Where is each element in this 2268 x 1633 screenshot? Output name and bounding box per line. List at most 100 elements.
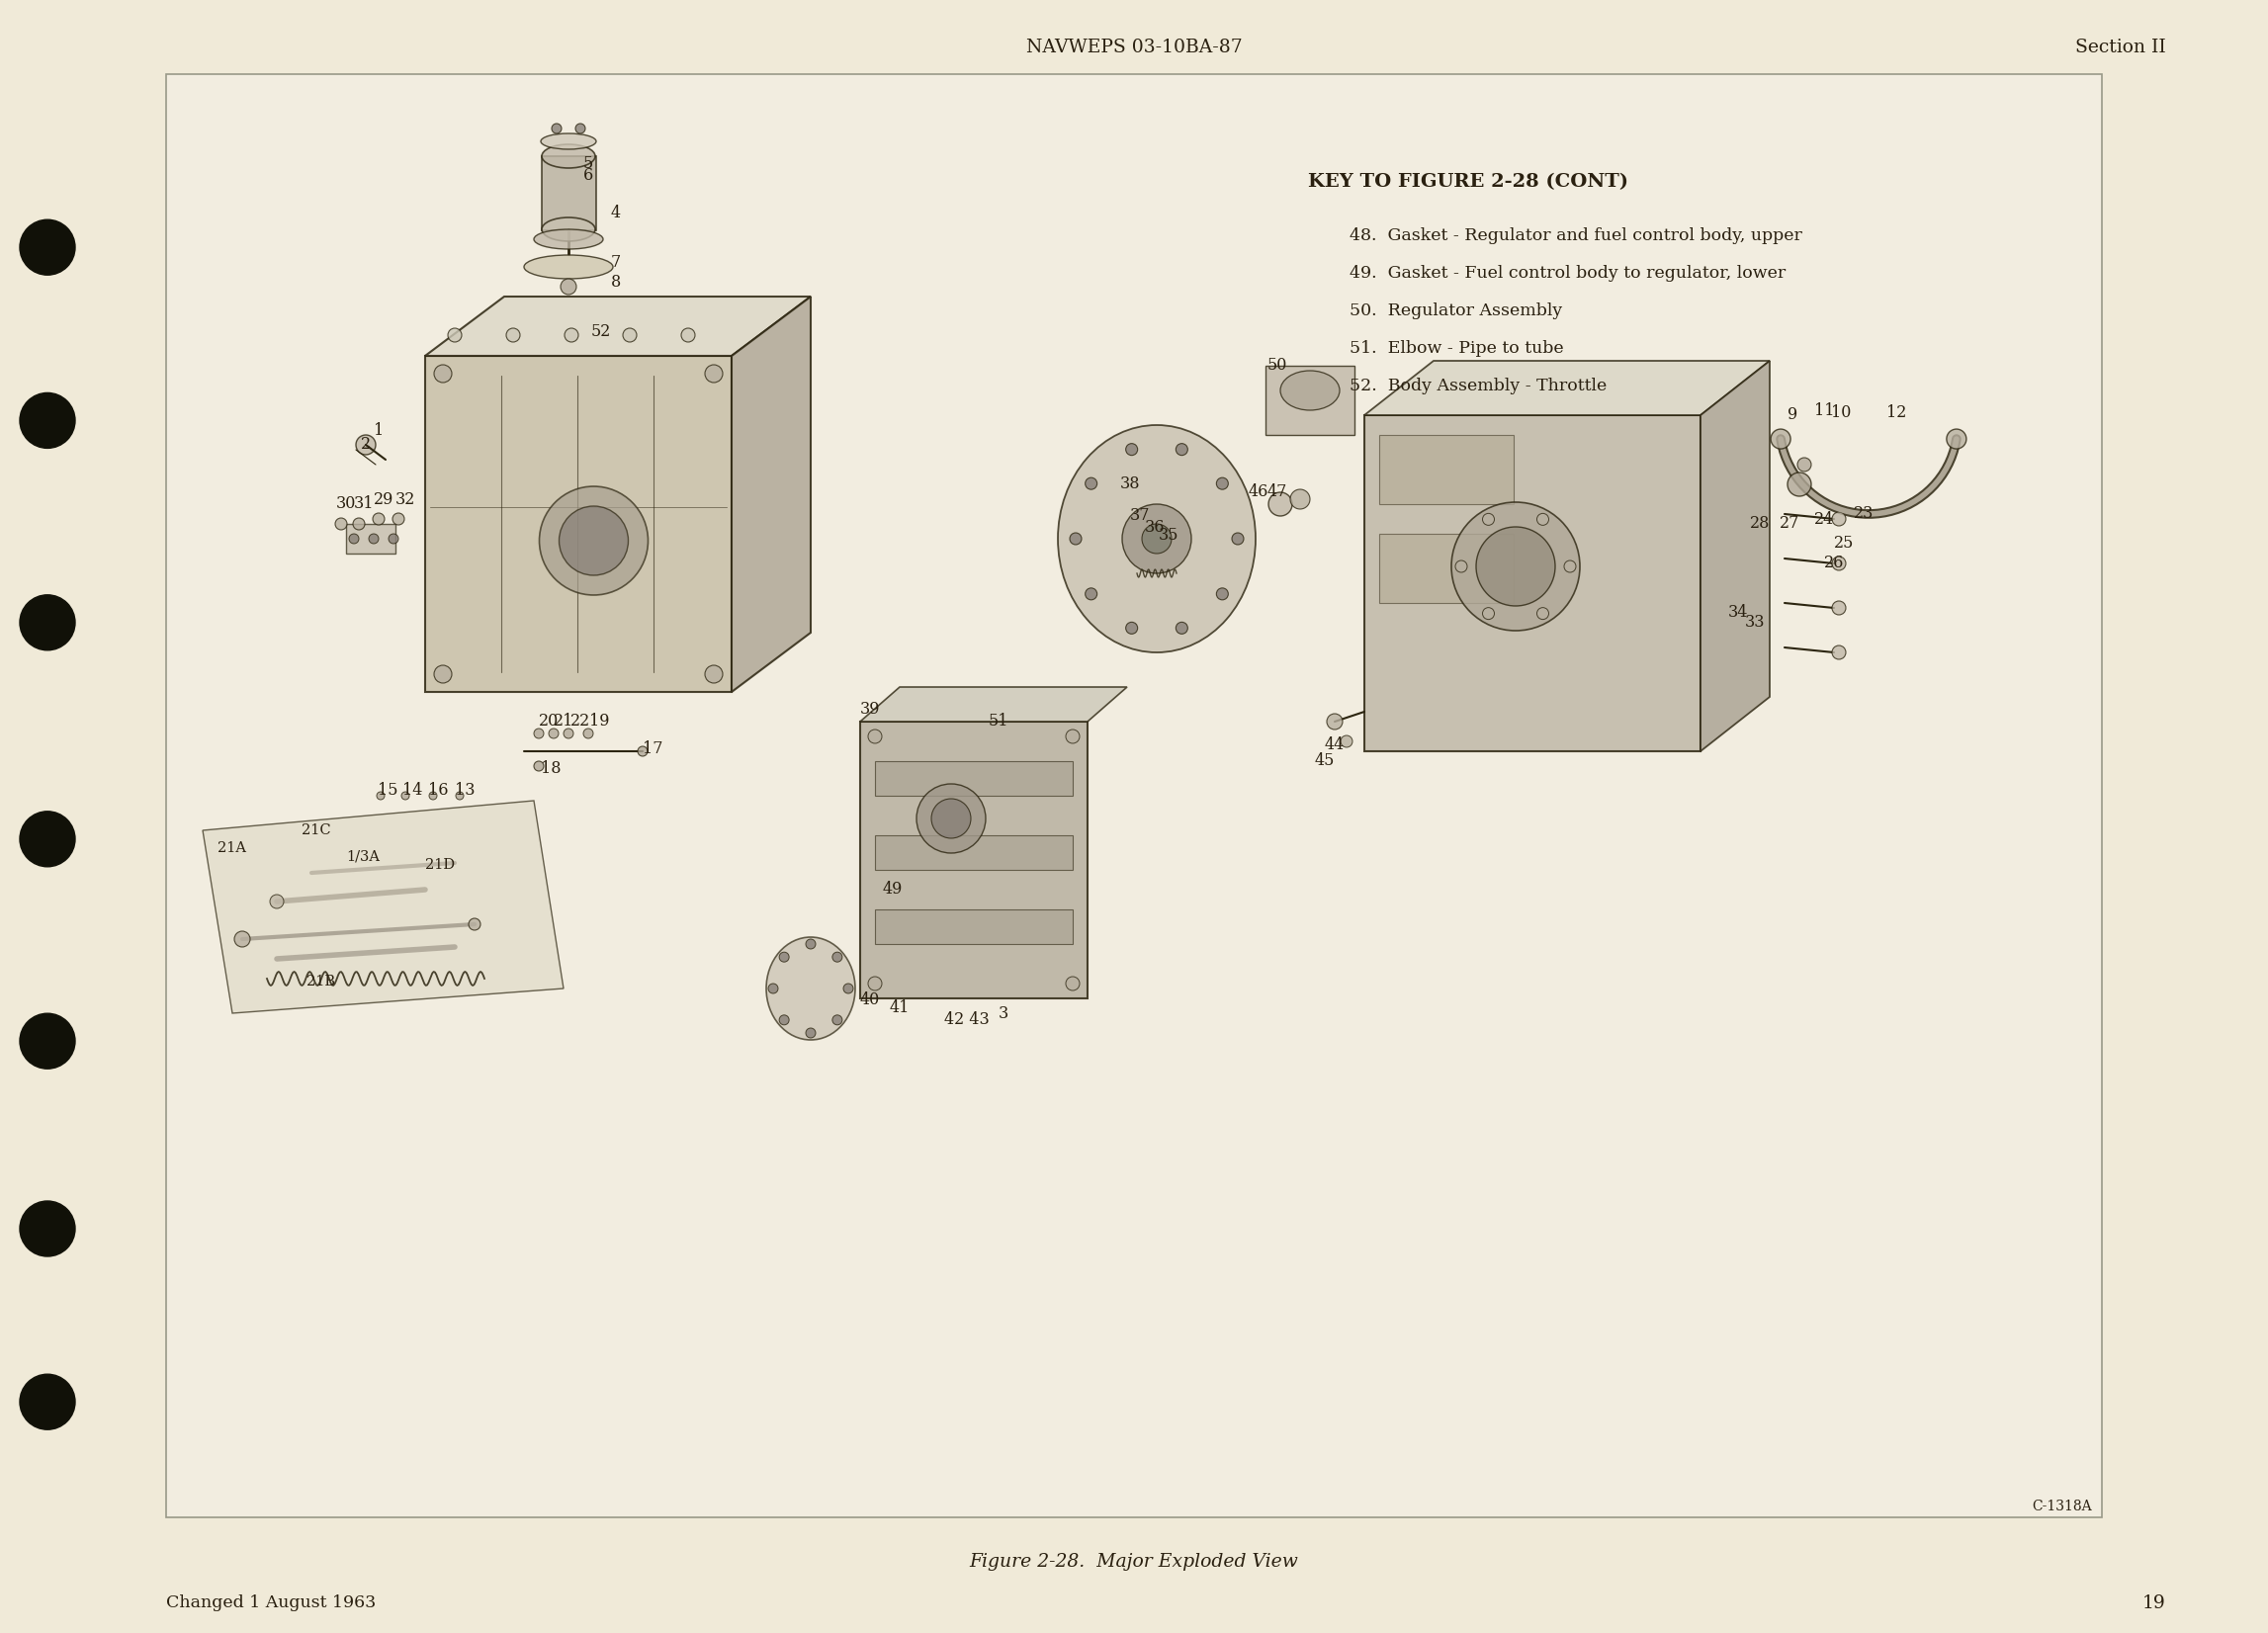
Circle shape: [805, 939, 816, 949]
Ellipse shape: [542, 144, 594, 168]
Circle shape: [392, 513, 404, 524]
Circle shape: [354, 518, 365, 529]
Bar: [166, 73, 2102, 1517]
Circle shape: [1290, 490, 1311, 509]
Text: 3: 3: [998, 1004, 1009, 1022]
Ellipse shape: [542, 217, 594, 242]
Text: 20: 20: [540, 714, 558, 730]
Circle shape: [540, 487, 649, 594]
Circle shape: [562, 728, 574, 738]
Circle shape: [624, 328, 637, 341]
Bar: [875, 761, 1073, 795]
Ellipse shape: [533, 229, 603, 250]
Text: 21B: 21B: [306, 975, 336, 988]
Circle shape: [401, 792, 408, 800]
Circle shape: [1175, 444, 1188, 456]
Text: 14: 14: [401, 782, 422, 799]
Text: 40: 40: [860, 991, 880, 1009]
Circle shape: [20, 1375, 75, 1429]
Circle shape: [349, 534, 358, 544]
Ellipse shape: [1281, 371, 1340, 410]
Circle shape: [1483, 607, 1495, 619]
Text: 21: 21: [553, 714, 574, 730]
Text: 1/3A: 1/3A: [347, 849, 379, 862]
Circle shape: [506, 328, 519, 341]
Text: 9: 9: [1787, 407, 1799, 423]
Text: 32: 32: [395, 492, 415, 508]
Circle shape: [1125, 622, 1139, 634]
Circle shape: [1538, 607, 1549, 619]
Text: Section II: Section II: [2075, 39, 2166, 57]
Text: 18: 18: [540, 761, 560, 777]
Text: 31: 31: [354, 496, 374, 513]
Circle shape: [1771, 429, 1789, 449]
Text: 23: 23: [1853, 506, 1873, 523]
Circle shape: [1070, 532, 1082, 545]
Circle shape: [433, 665, 451, 683]
Ellipse shape: [1057, 425, 1256, 653]
Text: 25: 25: [1835, 536, 1855, 552]
Circle shape: [1799, 457, 1812, 472]
Circle shape: [429, 792, 438, 800]
Circle shape: [1268, 492, 1293, 516]
Circle shape: [372, 513, 386, 524]
Circle shape: [1327, 714, 1343, 730]
Circle shape: [916, 784, 987, 852]
Circle shape: [1833, 513, 1846, 526]
Circle shape: [769, 983, 778, 993]
Text: 52.  Body Assembly - Throttle: 52. Body Assembly - Throttle: [1349, 377, 1606, 395]
Polygon shape: [424, 356, 733, 692]
Text: 19: 19: [590, 714, 610, 730]
Circle shape: [20, 1014, 75, 1068]
Text: 6: 6: [583, 168, 594, 185]
Bar: [875, 836, 1073, 870]
Circle shape: [1833, 601, 1846, 616]
Polygon shape: [202, 800, 562, 1012]
Circle shape: [565, 328, 578, 341]
Circle shape: [1123, 505, 1191, 573]
Circle shape: [576, 124, 585, 134]
Circle shape: [20, 594, 75, 650]
Circle shape: [270, 895, 284, 908]
Circle shape: [1787, 472, 1812, 496]
Circle shape: [1084, 477, 1098, 490]
Text: 7: 7: [610, 253, 621, 271]
Text: 52: 52: [592, 323, 612, 340]
Circle shape: [560, 506, 628, 575]
Text: 35: 35: [1159, 527, 1179, 544]
Text: 49: 49: [882, 882, 903, 898]
Circle shape: [20, 1200, 75, 1256]
Circle shape: [1833, 557, 1846, 570]
Circle shape: [1476, 527, 1556, 606]
Bar: [1379, 434, 1513, 505]
Text: 1: 1: [374, 421, 383, 438]
Circle shape: [560, 279, 576, 294]
Circle shape: [1216, 588, 1229, 599]
Circle shape: [869, 977, 882, 991]
Bar: [1379, 534, 1513, 603]
Text: 46: 46: [1250, 483, 1268, 501]
Text: 17: 17: [642, 740, 662, 756]
Bar: [166, 73, 2102, 1517]
Polygon shape: [347, 524, 395, 554]
Circle shape: [583, 728, 594, 738]
Polygon shape: [424, 297, 810, 356]
Circle shape: [433, 364, 451, 382]
Text: 47: 47: [1268, 483, 1288, 501]
Polygon shape: [1365, 361, 1769, 415]
Text: 21D: 21D: [424, 857, 456, 872]
Text: 12: 12: [1887, 405, 1907, 421]
Circle shape: [932, 799, 971, 838]
Text: 37: 37: [1129, 508, 1150, 524]
Circle shape: [869, 730, 882, 743]
Text: Changed 1 August 1963: Changed 1 August 1963: [166, 1595, 376, 1612]
Text: 24: 24: [1814, 511, 1835, 527]
Text: 30: 30: [336, 496, 356, 513]
Text: Figure 2-28.  Major Exploded View: Figure 2-28. Major Exploded View: [968, 1553, 1300, 1571]
Circle shape: [1340, 735, 1352, 748]
Text: 5: 5: [583, 155, 594, 171]
Text: 11: 11: [1814, 402, 1835, 418]
Circle shape: [533, 761, 544, 771]
Circle shape: [1538, 513, 1549, 526]
Polygon shape: [733, 297, 810, 692]
